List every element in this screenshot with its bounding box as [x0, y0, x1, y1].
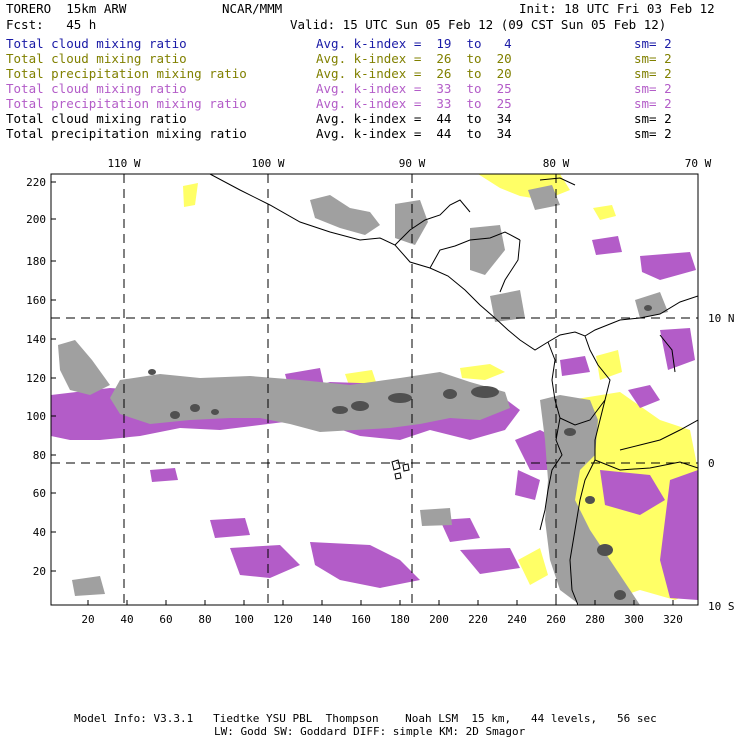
map-fields [51, 174, 698, 605]
x-tick-label: 220 [468, 613, 488, 626]
x-tick-label: 260 [546, 613, 566, 626]
tick-marks [51, 181, 674, 605]
x-tick-label: 140 [312, 613, 332, 626]
graticule [51, 174, 698, 605]
galapagos-islands [391, 459, 410, 480]
legend-kindex: Avg. k-index = 19 to 4 [316, 36, 512, 51]
lon-label: 110 W [107, 157, 140, 170]
valid-time: Valid: 15 UTC Sun 05 Feb 12 (09 CST Sun … [290, 17, 667, 32]
legend-field: Total precipitation mixing ratio [6, 96, 247, 111]
y-tick-label: 200 [26, 213, 46, 226]
legend-sm: sm= 2 [634, 126, 672, 141]
x-tick-label: 100 [234, 613, 254, 626]
x-tick-label: 200 [429, 613, 449, 626]
dark-core-field [148, 305, 652, 600]
plot-frame [50, 173, 699, 606]
x-tick-label: 40 [120, 613, 133, 626]
y-tick-label: 120 [26, 372, 46, 385]
y-tick-label: 100 [26, 410, 46, 423]
legend-sm: sm= 2 [634, 36, 672, 51]
legend-sm: sm= 2 [634, 81, 672, 96]
lat-label: 10 N [708, 312, 735, 325]
y-tick-label: 40 [33, 526, 46, 539]
legend-field: Total cloud mixing ratio [6, 51, 187, 66]
lon-label: 70 W [685, 157, 712, 170]
x-tick-label: 160 [351, 613, 371, 626]
legend-sm: sm= 2 [634, 96, 672, 111]
x-tick-label: 180 [390, 613, 410, 626]
legend-kindex: Avg. k-index = 26 to 20 [316, 66, 512, 81]
legend-kindex: Avg. k-index = 44 to 34 [316, 126, 512, 141]
x-tick-label: 80 [198, 613, 211, 626]
y-tick-label: 220 [26, 176, 46, 189]
legend-sm: sm= 2 [634, 51, 672, 66]
legend-sm: sm= 2 [634, 111, 672, 126]
legend-kindex: Avg. k-index = 33 to 25 [316, 96, 512, 111]
legend-sm: sm= 2 [634, 66, 672, 81]
x-tick-label: 320 [663, 613, 683, 626]
y-tick-label: 160 [26, 294, 46, 307]
y-tick-label: 180 [26, 255, 46, 268]
model-info-line2: LW: Godd SW: Goddard DIFF: simple KM: 2D… [214, 725, 526, 738]
lon-label: 90 W [399, 157, 426, 170]
legend-field: Total precipitation mixing ratio [6, 126, 247, 141]
lat-label: 0 [708, 457, 715, 470]
x-tick-label: 60 [159, 613, 172, 626]
y-tick-label: 20 [33, 565, 46, 578]
forecast-hour: Fcst: 45 h [6, 17, 97, 32]
legend-kindex: Avg. k-index = 33 to 25 [316, 81, 512, 96]
lon-label: 100 W [251, 157, 284, 170]
y-tick-label: 140 [26, 333, 46, 346]
x-tick-label: 120 [273, 613, 293, 626]
legend-field: Total cloud mixing ratio [6, 36, 187, 51]
x-tick-label: 20 [81, 613, 94, 626]
x-tick-label: 240 [507, 613, 527, 626]
legend-field: Total precipitation mixing ratio [6, 66, 247, 81]
legend-kindex: Avg. k-index = 44 to 34 [316, 111, 512, 126]
coastlines [209, 174, 698, 605]
x-tick-label: 280 [585, 613, 605, 626]
legend-field: Total cloud mixing ratio [6, 81, 187, 96]
lon-label: 80 W [543, 157, 570, 170]
lat-label: 10 S [708, 600, 735, 613]
x-tick-label: 300 [624, 613, 644, 626]
model-title: TORERO 15km ARW [6, 1, 127, 16]
gray-cloud-field [58, 185, 668, 605]
model-info-line1: Model Info: V3.3.1 Tiedtke YSU PBL Thomp… [74, 712, 657, 725]
init-time: Init: 18 UTC Fri 03 Feb 12 [519, 1, 715, 16]
organization: NCAR/MMM [222, 1, 283, 16]
legend-field: Total cloud mixing ratio [6, 111, 187, 126]
y-tick-label: 80 [33, 449, 46, 462]
legend-kindex: Avg. k-index = 26 to 20 [316, 51, 512, 66]
y-tick-label: 60 [33, 487, 46, 500]
